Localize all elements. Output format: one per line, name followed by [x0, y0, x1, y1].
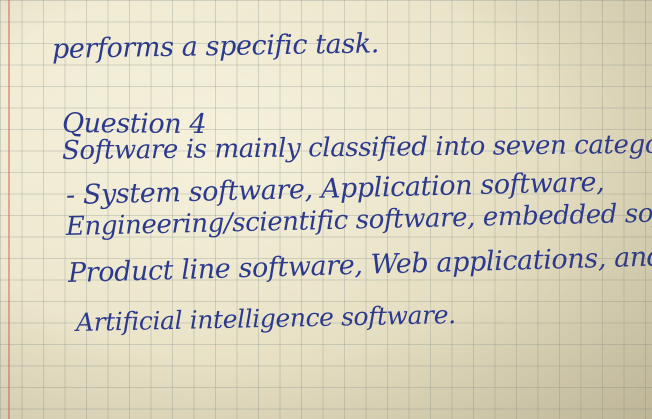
handwritten-line-3: Software is mainly classified into seven… [61, 129, 652, 166]
handwritten-line-6: Product line software, Web applications,… [67, 241, 652, 289]
handwritten-line-7: Artificial intelligence software. [75, 300, 456, 337]
handwritten-line-1: performs a specific task. [51, 28, 380, 65]
margin-line [8, 0, 10, 419]
